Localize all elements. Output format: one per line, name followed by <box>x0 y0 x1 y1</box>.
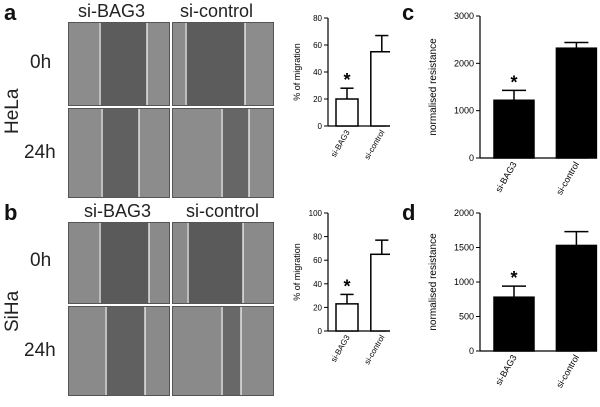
micrograph-siha-sicontrol-0h <box>172 222 274 304</box>
chart-b-migration: 0 20 40 60 80 100 % of migration si-BAG3 * si-con… <box>292 209 390 366</box>
y-tick-label: 0 <box>318 122 323 131</box>
micrograph-hela-sicontrol-0h <box>172 22 274 106</box>
category-label: si-BAG3 <box>329 333 352 364</box>
y-tick-label: 500 <box>459 312 474 322</box>
panel-a-row1-label: 0h <box>30 52 52 73</box>
bar-si-control <box>370 253 390 332</box>
category-label: si-control <box>363 128 387 161</box>
micrograph-siha-sibag3-24h <box>68 306 170 396</box>
y-tick-label: 60 <box>313 41 322 50</box>
y-tick-label: 100 <box>309 209 323 218</box>
y-tick-label: 80 <box>313 233 322 242</box>
panel-c-letter: c <box>402 0 415 25</box>
y-tick-label: 60 <box>313 256 322 265</box>
y-axis-label: normalised resistance <box>428 38 439 136</box>
bar-si-BAG3 <box>493 296 535 352</box>
y-axis-label: normalised resistance <box>428 233 439 331</box>
micrograph-siha-sibag3-0h <box>68 222 170 304</box>
panel-b-cell-line: SiHa <box>2 290 23 332</box>
panel-b-col2-label: si-control <box>186 201 260 221</box>
bar-si-control <box>555 47 598 159</box>
significance-star: * <box>343 70 350 90</box>
panel-a-letter: a <box>4 0 17 25</box>
bar-si-BAG3 <box>335 303 359 332</box>
y-tick-label: 0 <box>469 346 474 356</box>
chart-c-resistance: 0 1000 2000 3000 normalised resistance si-BAG… <box>428 11 598 197</box>
y-tick-label: 40 <box>313 280 322 289</box>
y-tick-label: 1000 <box>454 277 474 287</box>
y-tick-label: 2000 <box>454 58 474 68</box>
panel-a-col2-label: si-control <box>180 1 254 21</box>
bar-si-control <box>555 244 598 352</box>
y-tick-label: 0 <box>469 153 474 163</box>
y-tick-label: 20 <box>313 303 322 312</box>
panel-a-col1-label: si-BAG3 <box>78 1 146 21</box>
category-label: si-BAG3 <box>329 128 352 159</box>
significance-star: * <box>343 276 350 296</box>
panel-b-row1-label: 0h <box>30 250 52 271</box>
bar-si-BAG3 <box>493 99 535 159</box>
y-tick-label: 2000 <box>454 208 474 218</box>
bar-si-BAG3 <box>335 98 359 127</box>
bar-si-control <box>370 51 390 127</box>
category-label: si-BAG3 <box>493 160 518 194</box>
significance-star: * <box>510 268 517 288</box>
chart-a-migration: 0 20 40 60 80 % of migration si-BAG3 * si-contro… <box>292 14 390 161</box>
y-tick-label: 0 <box>318 327 323 336</box>
panel-a-row2-label: 24h <box>24 142 56 163</box>
category-label: si-BAG3 <box>493 353 518 387</box>
category-label: si-control <box>554 353 581 390</box>
panel-d-letter: d <box>402 200 416 225</box>
y-tick-label: 40 <box>313 68 322 77</box>
category-label: si-control <box>363 333 387 366</box>
micrograph-hela-sibag3-24h <box>68 108 170 198</box>
panel-b-letter: b <box>4 200 18 225</box>
micrograph-siha-sicontrol-24h <box>172 306 274 396</box>
micrograph-hela-sicontrol-24h <box>172 108 274 198</box>
chart-d-resistance: 0 500 1000 1500 2000 normalised resistance si-… <box>428 208 598 390</box>
category-label: si-control <box>554 160 581 197</box>
y-tick-label: 20 <box>313 95 322 104</box>
y-axis-label: % of migration <box>292 243 302 301</box>
y-axis-label: % of migration <box>292 43 302 101</box>
micrograph-hela-sibag3-0h <box>68 22 170 106</box>
y-tick-label: 3000 <box>454 11 474 21</box>
y-tick-label: 1000 <box>454 106 474 116</box>
panel-b-col1-label: si-BAG3 <box>84 201 152 221</box>
panel-a-cell-line: HeLa <box>2 88 23 134</box>
significance-star: * <box>510 72 517 92</box>
y-tick-label: 1500 <box>454 243 474 253</box>
y-tick-label: 80 <box>313 14 322 23</box>
panel-b-row2-label: 24h <box>24 340 56 361</box>
